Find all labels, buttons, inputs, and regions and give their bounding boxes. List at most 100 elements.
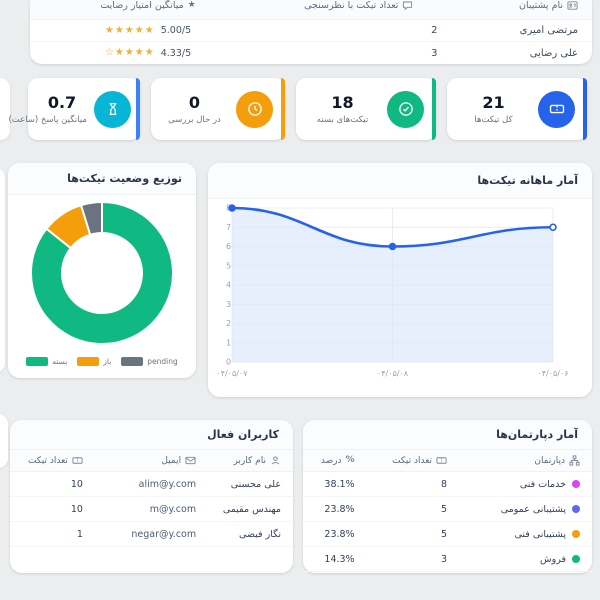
status-donut-chart[interactable] [8, 195, 196, 347]
department-name-cell: خدمات فنی [459, 479, 592, 490]
stat-text: 21 کل تیکت‌ها [459, 93, 528, 125]
column-header-email: ایمیل [95, 455, 208, 466]
user-icon [271, 456, 280, 465]
svg-text:2: 2 [226, 319, 231, 328]
stat-label: کل تیکت‌ها [474, 115, 513, 125]
user-name: نگار فیضی [239, 528, 281, 540]
svg-text:0: 0 [226, 358, 231, 367]
monthly-ticket-stats-card: آمار ماهانه تیکت‌ها 012345678۰۴/۰۵/۰۶۰۴/… [208, 163, 592, 397]
department-name: پشتیبانی فنی [514, 528, 566, 540]
column-header-label: ایمیل [161, 455, 182, 466]
donut-legend: بسته باز pending [8, 357, 196, 366]
legend-swatch [26, 357, 49, 366]
svg-text:3: 3 [226, 300, 231, 309]
department-name: خدمات فنی [519, 478, 566, 490]
svg-text:۰۴/۰۵/۰۷: ۰۴/۰۵/۰۷ [216, 369, 248, 378]
legend-item-open[interactable]: باز [77, 357, 111, 366]
active-users-card: کاربران فعال نام کاربر ایمیل تعداد تیکت … [10, 420, 293, 573]
legend-swatch [77, 357, 100, 366]
svg-text:7: 7 [226, 223, 231, 232]
department-ticket-count: 5 [441, 503, 448, 515]
accent-stripe [136, 78, 140, 140]
status-dot [572, 480, 580, 488]
department-percent: 38.1% [324, 478, 355, 490]
stat-value: 21 [482, 93, 505, 112]
stat-label: در حال بررسی [168, 115, 221, 125]
accent-stripe [583, 78, 587, 140]
table-row: نگار فیضی negar@y.com 1 [10, 522, 293, 547]
department-stats-card: آمار دپارتمان‌ها دپارتمان تعداد تیکت % د… [303, 420, 592, 573]
rating-score: 4.33/5 [160, 47, 192, 59]
legend-item-pending[interactable]: pending [121, 357, 178, 366]
column-header-ticket-count: تعداد تیکت [10, 455, 95, 466]
column-header-percent: % درصد [303, 456, 367, 466]
department-name: فروش [540, 553, 566, 565]
user-name: علی محسنی [230, 478, 281, 490]
rating-score: 5.00/5 [160, 25, 192, 36]
column-header-label: درصد [320, 455, 342, 466]
department-ticket-count: 3 [441, 553, 448, 565]
column-header-label: دپارتمان [534, 455, 565, 466]
stat-value: 0.7 [47, 93, 77, 112]
table-row: خدمات فنی 8 38.1% [303, 472, 592, 497]
column-header-label: تعداد تیکت [27, 455, 68, 466]
department-percent: 23.8% [324, 528, 355, 540]
table-row: علی محسنی alim@y.com 10 [10, 472, 293, 497]
card-title: توزیع وضعیت تیکت‌ها [8, 163, 196, 195]
stat-text: 0.7 میانگین پاسخ (ساعت) [8, 93, 87, 125]
stat-card-total-tickets: 21 کل تیکت‌ها [447, 78, 587, 140]
user-ticket-count: 10 [70, 503, 83, 515]
svg-text:1: 1 [226, 338, 231, 347]
column-header-agent-name: نام پشتیبان [452, 0, 593, 11]
stat-card-avg-response: 0.7 میانگین پاسخ (ساعت) [8, 78, 140, 140]
survey-ticket-count: 2 [431, 25, 438, 36]
user-ticket-count: 10 [70, 478, 83, 490]
svg-text:۰۴/۰۵/۰۶: ۰۴/۰۵/۰۶ [537, 369, 568, 378]
table-row: علی رضایی 3 ☆★★★★ 4.33/5 [30, 42, 592, 64]
status-dot [572, 555, 580, 563]
users-table-header-row: نام کاربر ایمیل تعداد تیکت [10, 450, 293, 472]
table-row: مرتضی امیری 2 ★★★★★ 5.00/5 [30, 20, 592, 42]
ticket-icon [72, 457, 83, 464]
department-ticket-count: 8 [441, 478, 448, 490]
legend-label: بسته [52, 357, 68, 366]
mail-icon [185, 456, 196, 465]
support-table-header-row: نام پشتیبان تعداد تیکت با نظرسنجی ★ میان… [30, 0, 592, 20]
column-header-user-name: نام کاربر [208, 455, 293, 466]
card-title: آمار دپارتمان‌ها [303, 420, 592, 450]
legend-label: باز [103, 357, 112, 366]
departments-table-header-row: دپارتمان تعداد تیکت % درصد [303, 450, 592, 472]
column-header-label: نام پشتیبان [518, 0, 563, 11]
sitemap-icon [569, 455, 580, 466]
satisfaction-rating: ☆★★★★ 4.33/5 [30, 48, 266, 59]
column-header-label: نام کاربر [233, 455, 266, 466]
department-percent: 23.8% [324, 503, 355, 515]
svg-text:5: 5 [226, 261, 231, 270]
ticket-status-distribution-card: توزیع وضعیت تیکت‌ها بسته باز pending [8, 163, 196, 378]
column-header-label: میانگین امتیاز رضایت [100, 0, 184, 11]
satisfaction-rating: ★★★★★ 5.00/5 [30, 25, 266, 36]
user-email: negar@y.com [131, 528, 197, 540]
legend-item-closed[interactable]: بسته [26, 357, 67, 366]
status-dot [572, 505, 580, 513]
column-header-satisfaction: ★ میانگین امتیاز رضایت [30, 0, 266, 11]
partial-table-card [0, 414, 8, 468]
svg-text:۰۴/۰۵/۰۸: ۰۴/۰۵/۰۸ [377, 369, 409, 378]
column-header-label: تعداد تیکت با نظرسنجی [304, 0, 399, 11]
column-header-label: تعداد تیکت [392, 455, 433, 466]
support-agents-table-card: نام پشتیبان تعداد تیکت با نظرسنجی ★ میان… [30, 0, 592, 64]
department-name-cell: پشتیبانی عمومی [459, 504, 592, 515]
check-circle-icon [387, 90, 424, 128]
accent-stripe [432, 78, 436, 140]
department-name: پشتیبانی عمومی [500, 503, 566, 515]
table-row: پشتیبانی عمومی 5 23.8% [303, 497, 592, 522]
stat-value: 18 [331, 93, 354, 112]
agent-name: مرتضی امیری [519, 25, 578, 36]
stat-label: میانگین پاسخ (ساعت) [8, 115, 87, 125]
department-percent: 14.3% [324, 553, 355, 565]
table-row: فروش 3 14.3% [303, 547, 592, 572]
partial-panel-card [0, 168, 5, 373]
legend-label: pending [147, 357, 178, 366]
stat-card-in-review: 0 در حال بررسی [151, 78, 285, 140]
